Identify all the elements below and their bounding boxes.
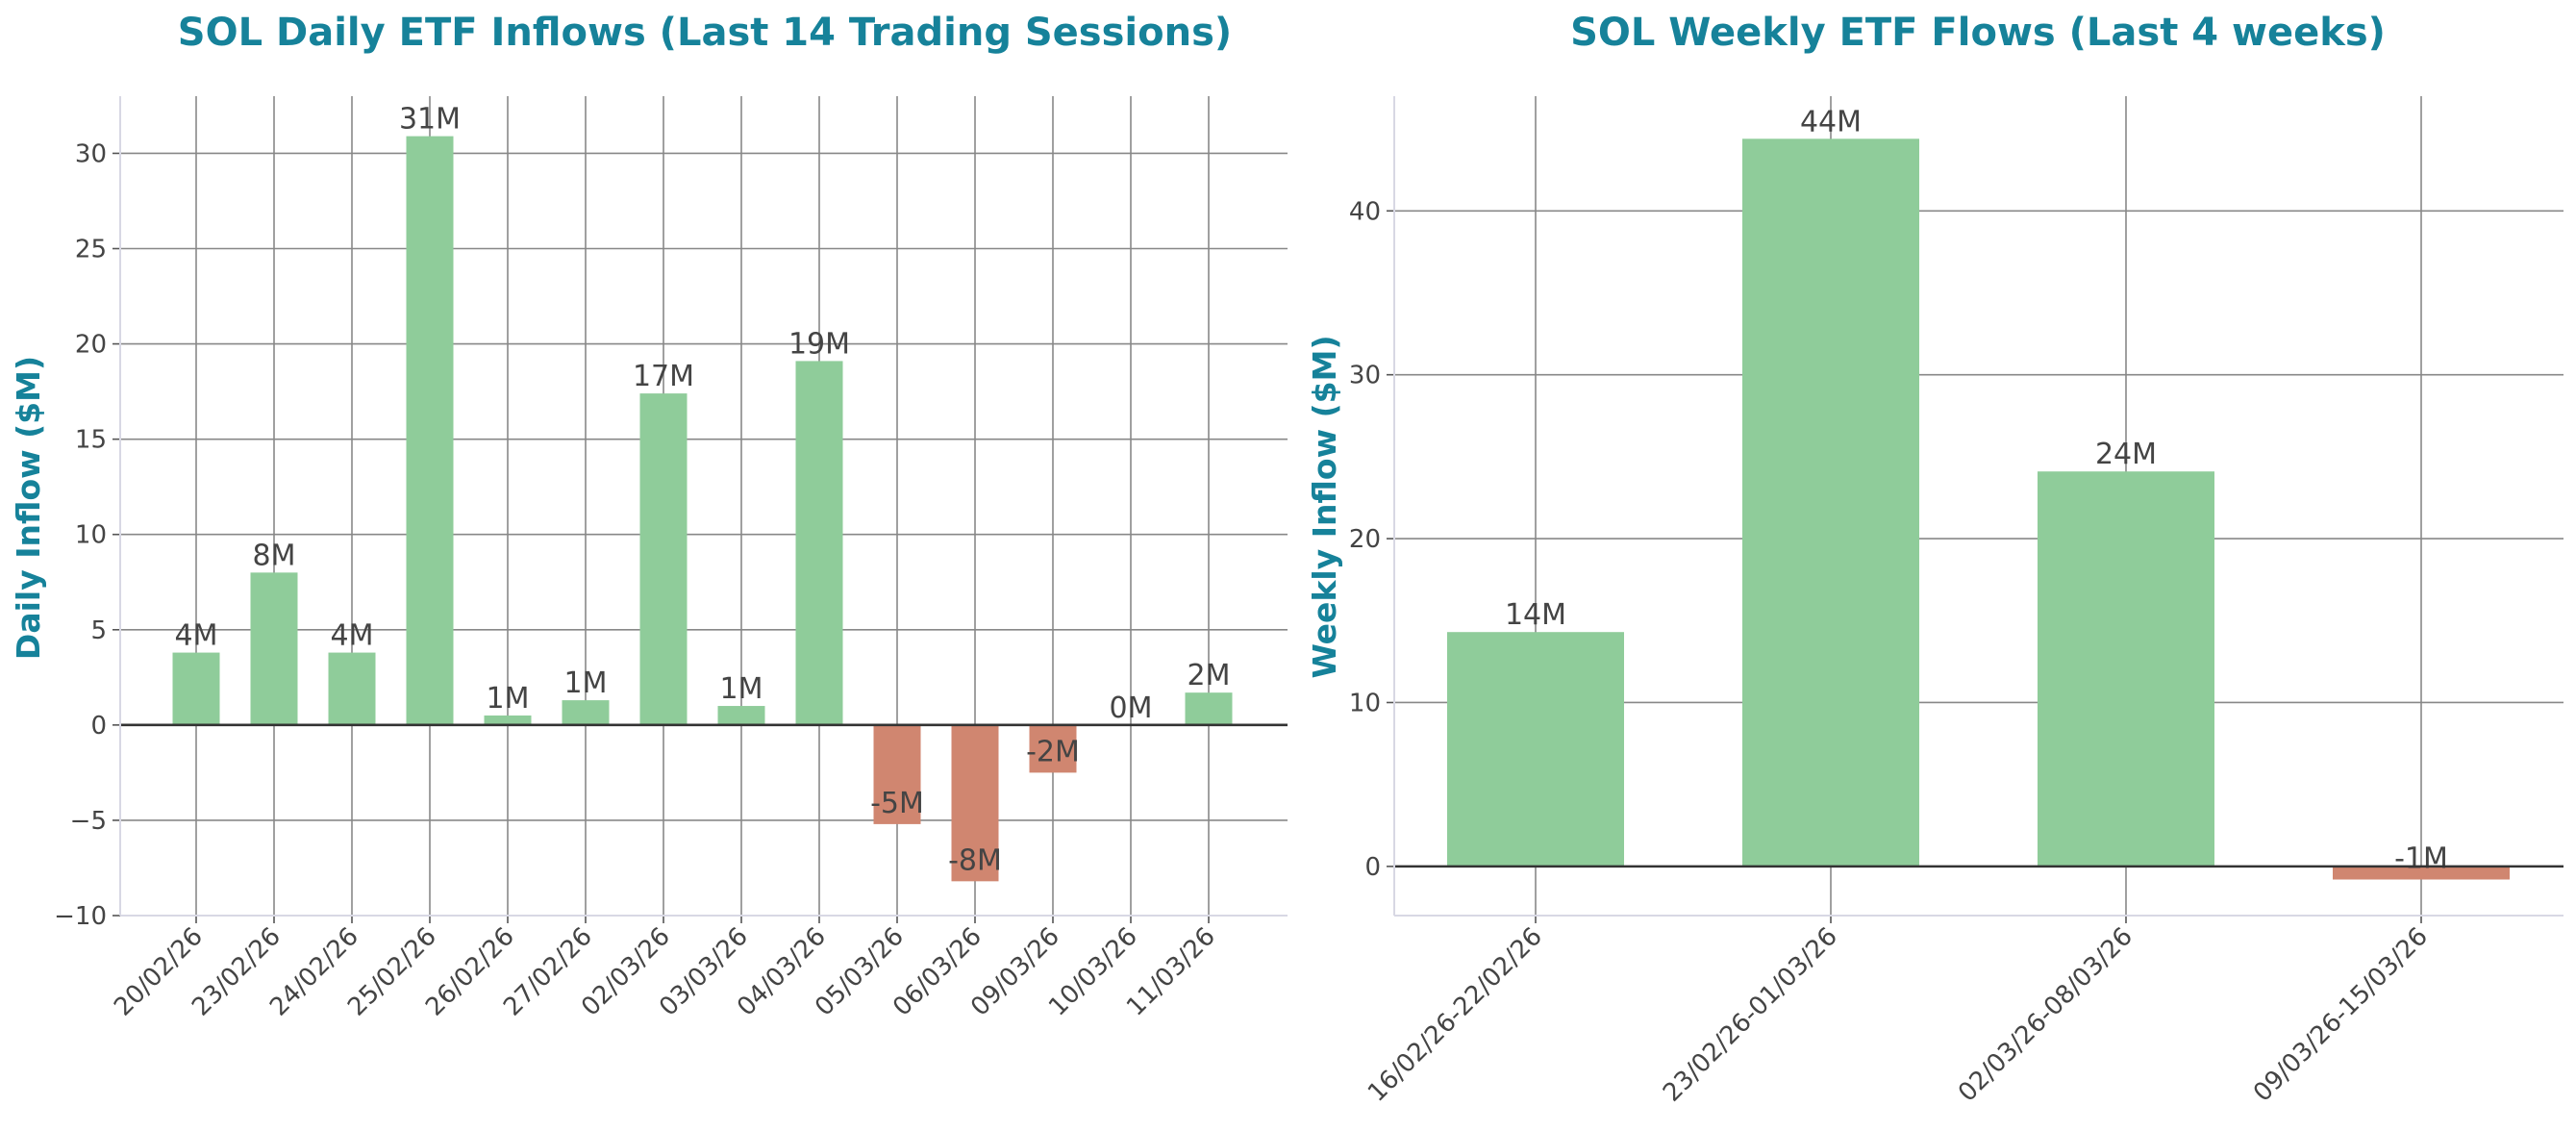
daily-bar-value-label: 0M [1110,691,1153,725]
daily-bars: 4M 8M 4M 31M 1M 1M 17M 1M 19M -5M -8M -2M 0M 2M [120,103,1288,882]
daily-bar-value-label: -2M [1026,735,1080,768]
daily-bar [1185,692,1233,725]
weekly-ytick-label: 0 [1364,853,1381,882]
weekly-bar-value-label: -1M [2394,842,2448,876]
daily-bar [639,393,688,725]
daily-bar [1029,724,1077,773]
weekly-bar [1742,138,1919,867]
daily-bar [172,652,220,725]
weekly-ytick-label: 10 [1349,689,1381,717]
daily-ytick-label: 25 [75,236,107,264]
daily-chart-ylabel: Daily Inflow ($M) [10,356,47,660]
daily-bar [795,361,843,725]
weekly-bar-value-label: 14M [1505,598,1566,632]
weekly-xtick-label: 09/03/26-15/03/26 [2248,922,2434,1108]
daily-bar-value-label: 31M [399,103,461,137]
daily-chart-title: SOL Daily ETF Inflows (Last 14 Trading S… [178,11,1232,55]
daily-bar-value-label: 8M [253,539,296,572]
daily-bar-value-label: 2M [1188,659,1231,692]
daily-axes: −10−505101520253020/02/2623/02/2624/02/2… [54,96,1288,1022]
weekly-chart-title: SOL Weekly ETF Flows (Last 4 weeks) [1570,11,2386,55]
weekly-bar [1447,632,1624,867]
weekly-xtick-label: 02/03/26-08/03/26 [1953,922,2138,1108]
weekly-bar [2333,866,2510,880]
daily-bar-value-label: -5M [870,787,924,820]
daily-bar [873,724,921,824]
weekly-chart-ylabel: Weekly Inflow ($M) [1306,335,1343,678]
daily-ytick-label: 15 [75,426,107,455]
weekly-bars: 14M 44M 24M -1M [1394,105,2563,880]
daily-bar-value-label: 4M [331,619,374,653]
weekly-bar-value-label: 44M [1800,105,1862,138]
daily-grid [120,96,1288,917]
daily-ytick-label: 20 [75,331,107,360]
daily-bar [951,724,999,882]
daily-ytick-label: −10 [54,902,107,931]
weekly-bar [2038,471,2214,867]
daily-bar [406,136,454,725]
daily-bar [717,706,765,725]
daily-bar-value-label: -8M [948,843,1002,877]
daily-bar [484,715,532,725]
weekly-bar-value-label: 24M [2095,438,2157,471]
weekly-ytick-label: 40 [1349,197,1381,226]
daily-ytick-label: 30 [75,139,107,168]
daily-bar [328,652,376,725]
daily-bar-value-label: 1M [720,672,763,706]
weekly-ytick-label: 20 [1349,525,1381,554]
daily-ytick-label: 0 [90,712,107,741]
daily-bar-value-label: 1M [564,666,608,700]
weekly-ytick-label: 30 [1349,362,1381,390]
weekly-grid [1394,96,2563,916]
weekly-flows-chart: SOL Weekly ETF Flows (Last 4 weeks) Week… [1306,11,2563,1108]
daily-bar-value-label: 19M [788,327,850,361]
daily-inflows-chart: SOL Daily ETF Inflows (Last 14 Trading S… [10,11,1288,1022]
weekly-xtick-label: 16/02/26-22/02/26 [1363,922,1548,1108]
daily-ytick-label: 10 [75,521,107,550]
daily-bar [562,700,610,725]
daily-bar-value-label: 1M [487,682,530,716]
daily-bar-value-label: 17M [633,360,694,393]
daily-ytick-label: −5 [70,807,107,836]
weekly-xtick-label: 23/02/26-01/03/26 [1658,922,1843,1108]
daily-ytick-label: 5 [90,616,107,645]
daily-bar [250,572,298,725]
daily-bar-value-label: 4M [175,619,218,653]
